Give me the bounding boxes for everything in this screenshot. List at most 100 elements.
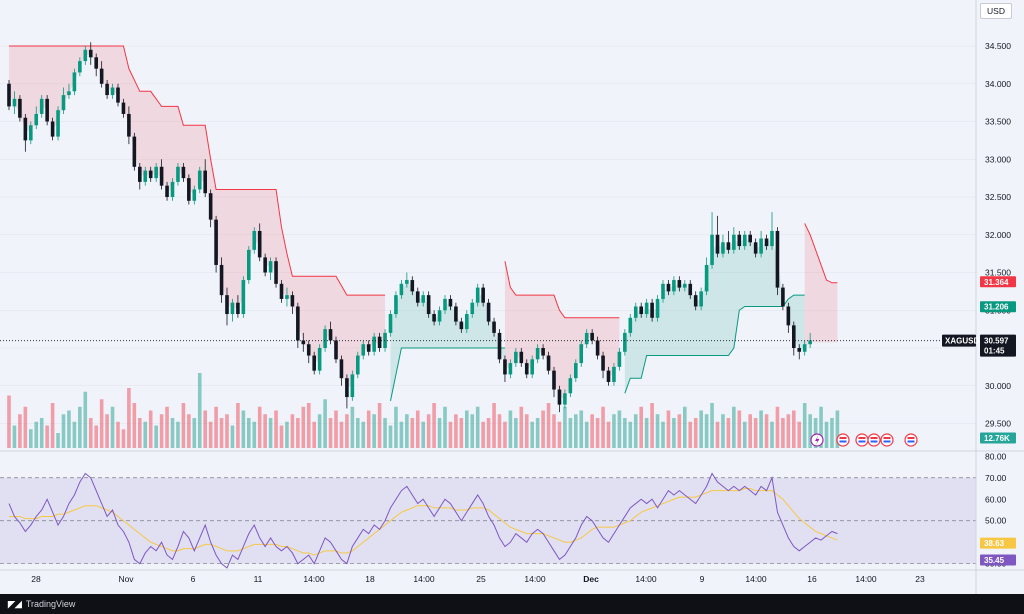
currency-label[interactable]: USD bbox=[980, 3, 1012, 19]
supertrend-down-fill bbox=[9, 46, 386, 388]
volume-bar bbox=[448, 421, 453, 448]
supertrend-up-fill bbox=[390, 281, 505, 401]
candle-body bbox=[208, 193, 213, 220]
us-flag-event-icon[interactable] bbox=[867, 433, 881, 447]
candle-body bbox=[18, 98, 22, 118]
candle-body bbox=[655, 298, 660, 318]
candle-body bbox=[88, 49, 93, 58]
candle-body bbox=[519, 351, 524, 364]
candle-body bbox=[159, 166, 164, 186]
flag-icon bbox=[880, 433, 894, 447]
flag-stripe bbox=[839, 437, 847, 439]
us-flag-event-icon[interactable] bbox=[880, 433, 894, 447]
volume-bar bbox=[339, 421, 344, 448]
time-tick-label: 11 bbox=[254, 574, 263, 584]
candle-body bbox=[437, 310, 442, 322]
volume-bar bbox=[726, 418, 731, 448]
price-tick-label: 30.000 bbox=[985, 381, 1011, 391]
volume-bar bbox=[835, 410, 840, 448]
volume-bar bbox=[279, 425, 284, 448]
volume-bar bbox=[655, 414, 660, 448]
price-tick-label: 34.000 bbox=[985, 79, 1011, 89]
candle-body bbox=[61, 95, 66, 111]
candle-body bbox=[148, 170, 153, 179]
candle-body bbox=[623, 332, 627, 352]
flag-stripe bbox=[883, 437, 891, 439]
volume-bar bbox=[704, 414, 709, 448]
volume-bar bbox=[530, 421, 534, 448]
volume-bar bbox=[247, 418, 251, 448]
candle-body bbox=[415, 291, 420, 303]
candle-body bbox=[377, 336, 382, 348]
candle-body bbox=[67, 91, 71, 96]
candle-body bbox=[187, 178, 191, 201]
candle-body bbox=[317, 348, 322, 371]
candle-body bbox=[481, 287, 485, 303]
candle-body bbox=[279, 283, 284, 299]
event-icons-layer[interactable] bbox=[810, 433, 918, 447]
candle-body bbox=[808, 340, 812, 345]
candle-body bbox=[394, 295, 398, 315]
volume-bar bbox=[606, 421, 611, 448]
time-tick-label: 6 bbox=[191, 574, 196, 584]
candle-body bbox=[181, 166, 186, 179]
candle-body bbox=[410, 280, 415, 292]
volume-bar bbox=[50, 403, 55, 448]
candle-body bbox=[508, 363, 513, 375]
volume-bar bbox=[45, 425, 49, 448]
volume-bar bbox=[197, 373, 202, 448]
candle-body bbox=[748, 234, 752, 243]
volume-bar bbox=[116, 421, 120, 448]
rsi-tick-label: 50.00 bbox=[985, 516, 1007, 526]
volume-bar bbox=[296, 418, 300, 448]
volume-bar bbox=[399, 421, 404, 448]
time-tick-label: 16 bbox=[807, 574, 817, 584]
candle-body bbox=[339, 359, 344, 379]
earnings-event-icon[interactable] bbox=[810, 433, 824, 447]
price-axis[interactable]: 34.500 34.000 33.500 33.000 32.500 32.000 31.5… bbox=[985, 41, 1011, 429]
rsi-ma-badge-text: 38.63 bbox=[984, 539, 1005, 548]
volume-bar bbox=[481, 421, 485, 448]
candle-body bbox=[650, 302, 654, 318]
tradingview-logo[interactable]: ◤◢ TradingView bbox=[8, 599, 75, 610]
volume-bar bbox=[39, 418, 44, 448]
volume-bar bbox=[361, 421, 366, 448]
us-flag-event-icon[interactable] bbox=[904, 433, 918, 447]
volume-bar bbox=[672, 418, 676, 448]
candle-body bbox=[710, 234, 714, 265]
volume-bar bbox=[127, 388, 131, 448]
volume-bar bbox=[67, 410, 71, 448]
volume-bar bbox=[503, 421, 507, 448]
volume-bar bbox=[612, 414, 616, 448]
candle-body bbox=[633, 306, 638, 318]
volume-bar bbox=[29, 429, 33, 448]
candle-body bbox=[214, 219, 218, 265]
flag-stripe bbox=[907, 437, 915, 439]
price-tick-label: 34.500 bbox=[985, 41, 1011, 51]
volume-bar bbox=[465, 410, 469, 448]
us-flag-event-icon[interactable] bbox=[836, 433, 850, 447]
volume-bar bbox=[72, 421, 77, 448]
rsi-layer bbox=[0, 472, 976, 569]
tradingview-brand: TradingView bbox=[25, 599, 76, 609]
candle-body bbox=[492, 321, 496, 333]
flag-stripe bbox=[858, 440, 866, 443]
volume-bar bbox=[405, 414, 409, 448]
volume-bar bbox=[236, 403, 240, 448]
candle-body bbox=[563, 393, 567, 405]
time-axis[interactable]: 28 Nov 6 11 14:00 18 14:00 25 14:00 Dec 14:00 9 14:0… bbox=[31, 574, 925, 584]
flag-icon bbox=[855, 433, 869, 447]
candle-body bbox=[802, 344, 807, 352]
candle-body bbox=[296, 306, 300, 341]
rsi-tick-label: 60.00 bbox=[985, 494, 1007, 504]
volume-bar bbox=[644, 418, 649, 448]
candle-body bbox=[197, 170, 202, 190]
volume-bar bbox=[830, 418, 834, 448]
volume-bar bbox=[764, 414, 769, 448]
volume-bar bbox=[159, 414, 164, 448]
volume-bar bbox=[219, 418, 224, 448]
us-flag-event-icon[interactable] bbox=[855, 433, 869, 447]
candle-body bbox=[421, 295, 425, 303]
time-tick-label: 14:00 bbox=[303, 574, 325, 584]
